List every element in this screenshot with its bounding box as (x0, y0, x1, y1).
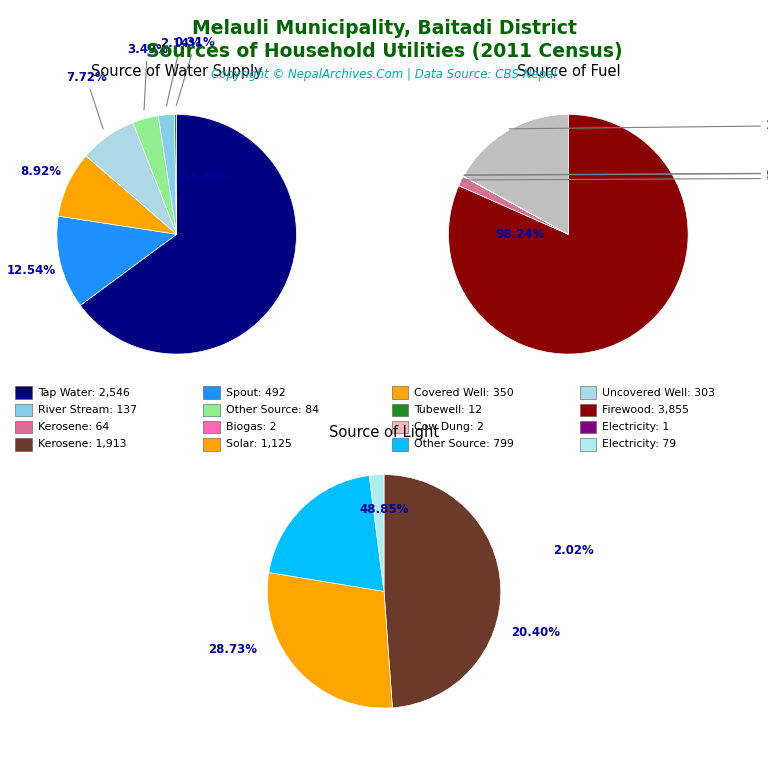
Text: Sources of Household Utilities (2011 Census): Sources of Household Utilities (2011 Cen… (146, 42, 622, 61)
Text: Electricity: 79: Electricity: 79 (602, 439, 677, 449)
Text: 8.92%: 8.92% (20, 165, 61, 178)
Text: Cow Dung: 2: Cow Dung: 2 (414, 422, 484, 432)
Text: Covered Well: 350: Covered Well: 350 (414, 388, 514, 398)
Text: Biogas: 2: Biogas: 2 (226, 422, 276, 432)
Text: 1.63%: 1.63% (509, 119, 768, 132)
Bar (204, 439, 220, 451)
Title: Source of Fuel: Source of Fuel (517, 65, 620, 79)
Text: 98.24%: 98.24% (496, 228, 545, 240)
Wedge shape (463, 176, 568, 234)
Text: 20.40%: 20.40% (511, 626, 561, 639)
Wedge shape (449, 114, 688, 354)
Text: Electricity: 1: Electricity: 1 (602, 422, 670, 432)
Text: Spout: 492: Spout: 492 (226, 388, 286, 398)
Bar (204, 386, 220, 399)
Text: 0.05%: 0.05% (464, 167, 768, 180)
Text: Copyright © NepalArchives.Com | Data Source: CBS Nepal: Copyright © NepalArchives.Com | Data Sou… (211, 68, 557, 81)
Wedge shape (86, 123, 177, 234)
Text: 28.73%: 28.73% (207, 644, 257, 656)
Text: Uncovered Well: 303: Uncovered Well: 303 (602, 388, 715, 398)
Bar (580, 421, 596, 433)
Bar (580, 439, 596, 451)
Wedge shape (384, 475, 501, 708)
Text: Solar: 1,125: Solar: 1,125 (226, 439, 292, 449)
Text: Kerosene: 64: Kerosene: 64 (38, 422, 109, 432)
Text: Tap Water: 2,546: Tap Water: 2,546 (38, 388, 130, 398)
Text: Other Source: 84: Other Source: 84 (226, 405, 319, 415)
Bar (580, 404, 596, 416)
Text: Kerosene: 1,913: Kerosene: 1,913 (38, 439, 126, 449)
Text: 0.31%: 0.31% (175, 36, 216, 106)
Wedge shape (267, 572, 392, 708)
Text: 64.88%: 64.88% (181, 170, 230, 184)
Title: Source of Water Supply: Source of Water Supply (91, 65, 263, 79)
Wedge shape (464, 114, 568, 234)
Wedge shape (58, 156, 177, 234)
Title: Source of Light: Source of Light (329, 425, 439, 440)
Bar (15, 404, 31, 416)
Text: Melauli Municipality, Baitadi District: Melauli Municipality, Baitadi District (191, 19, 577, 38)
Text: 0.03%: 0.03% (464, 167, 768, 180)
Wedge shape (369, 475, 384, 591)
Wedge shape (463, 177, 568, 234)
Text: 0.05%: 0.05% (462, 172, 768, 185)
Bar (204, 404, 220, 416)
Bar (392, 439, 408, 451)
Text: River Stream: 137: River Stream: 137 (38, 405, 137, 415)
Bar (15, 386, 31, 399)
Wedge shape (57, 216, 177, 306)
Bar (392, 404, 408, 416)
Wedge shape (269, 475, 384, 591)
Wedge shape (174, 114, 177, 234)
Text: 12.54%: 12.54% (7, 263, 56, 276)
Bar (392, 421, 408, 433)
Wedge shape (133, 116, 177, 234)
Text: 3.49%: 3.49% (127, 43, 167, 110)
Wedge shape (158, 114, 177, 234)
Bar (15, 439, 31, 451)
Text: 7.72%: 7.72% (66, 71, 107, 129)
Bar (392, 386, 408, 399)
Text: 48.85%: 48.85% (359, 503, 409, 516)
Text: 2.02%: 2.02% (553, 544, 594, 557)
Wedge shape (458, 177, 568, 234)
Text: Firewood: 3,855: Firewood: 3,855 (602, 405, 689, 415)
Text: Tubewell: 12: Tubewell: 12 (414, 405, 482, 415)
Bar (580, 386, 596, 399)
Bar (15, 421, 31, 433)
Bar (204, 421, 220, 433)
Text: Other Source: 799: Other Source: 799 (414, 439, 514, 449)
Wedge shape (80, 114, 296, 354)
Text: 2.14%: 2.14% (160, 37, 201, 106)
